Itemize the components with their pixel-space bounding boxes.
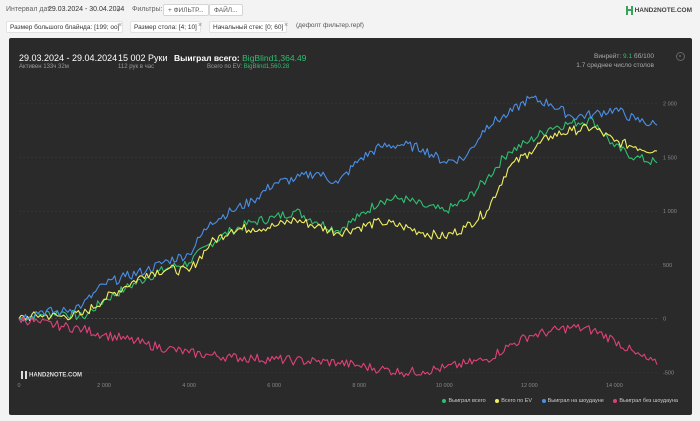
hands-per-hour: 112 рук в час: [118, 64, 155, 70]
x-tick-label: 0: [17, 383, 20, 389]
top-filter-bar: Интервал дат: 29.03.2024 - 30.04.2024 ▾ …: [0, 0, 700, 20]
x-tick-label: 2 000: [97, 383, 111, 389]
avg-tables: 1.7 среднее число столов: [576, 62, 654, 69]
y-tick-label: 1 000: [663, 209, 677, 215]
y-tick-label: 1 500: [663, 155, 677, 161]
legend-won-total[interactable]: Выиграл всего: [442, 398, 486, 404]
hands-count: 15 002 Руки: [118, 53, 168, 63]
series-line-showdown: [18, 95, 658, 322]
y-tick-label: 2 000: [663, 102, 677, 108]
legend-ev[interactable]: Всего по EV: [495, 398, 532, 404]
filter-chip-bb-size[interactable]: Размер большого блайнда: [199; oo]: [6, 21, 124, 33]
series-line-no_showdown: [18, 316, 658, 378]
date-range: 29.03.2024 - 29.04.2024: [19, 53, 118, 63]
logo-icon: [21, 371, 27, 379]
profit-graph: 2 000 1 500 1 000 500 0 -500 0 2 000 4 000 6 000 8…: [17, 95, 677, 389]
legend-no-showdown[interactable]: Выиграл без шоудауна: [613, 398, 678, 404]
x-tick-label: 4 000: [182, 383, 196, 389]
x-tick-label: 10 000: [436, 383, 453, 389]
close-icon[interactable]: ×: [198, 22, 203, 29]
x-tick-label: 12 000: [521, 383, 538, 389]
x-tick-label: 6 000: [267, 383, 281, 389]
chevron-down-icon[interactable]: ▾: [117, 7, 121, 14]
winrate-value: 9.1: [623, 53, 633, 60]
x-tick-label: 8 000: [352, 383, 366, 389]
brand-logo: HAND2NOTE.COM: [625, 6, 692, 15]
logo-icon: [625, 6, 633, 15]
y-tick-label: 500: [663, 263, 672, 269]
winrate: Винрейт: 9.1 бб/100: [594, 53, 654, 60]
ev-total: Всего по EV: BigBlind1,560.28: [207, 64, 290, 70]
chart-legend: Выиграл всего Всего по EV Выиграл на шоу…: [434, 398, 678, 404]
file-button[interactable]: ФАЙЛ...: [209, 4, 243, 16]
close-icon[interactable]: ×: [284, 22, 289, 29]
filter-chip-table-size[interactable]: Размер стола: [4; 10]: [130, 21, 201, 33]
interval-label: Интервал дат:: [6, 6, 53, 13]
filters-label: Фильтры:: [132, 6, 163, 13]
settings-icon[interactable]: [676, 52, 685, 61]
filter-chip-start-stack[interactable]: Начальный стек: [0; 60]: [209, 21, 288, 33]
active-filter-chips: Размер большого блайнда: [199; oo] × Раз…: [0, 20, 700, 34]
series-line-won_total: [18, 116, 658, 322]
won-total: Выиграл всего: BigBlind1,364.49: [174, 53, 307, 63]
x-tick-label: 14 000: [606, 383, 623, 389]
won-total-value: BigBlind1,364.49: [242, 53, 307, 63]
series-line-ev: [18, 123, 658, 322]
legend-showdown[interactable]: Выиграл на шоудауне: [541, 398, 604, 404]
default-filter-label[interactable]: (дефолт фильтер.repf): [296, 22, 364, 29]
active-time: Активен 133ч 32м: [19, 64, 69, 70]
ev-total-value: BigBlind1,560.28: [243, 64, 290, 70]
add-filter-button[interactable]: + ФИЛЬТР...: [163, 4, 209, 16]
close-icon[interactable]: ×: [118, 22, 123, 29]
interval-value[interactable]: 29.03.2024 - 30.04.2024: [48, 6, 125, 13]
y-tick-label: -500: [663, 370, 674, 376]
watermark: HAND2NOTE.COM: [21, 371, 82, 379]
graph-panel: 29.03.2024 - 29.04.2024 Активен 133ч 32м…: [9, 38, 692, 415]
y-tick-label: 0: [663, 317, 666, 323]
